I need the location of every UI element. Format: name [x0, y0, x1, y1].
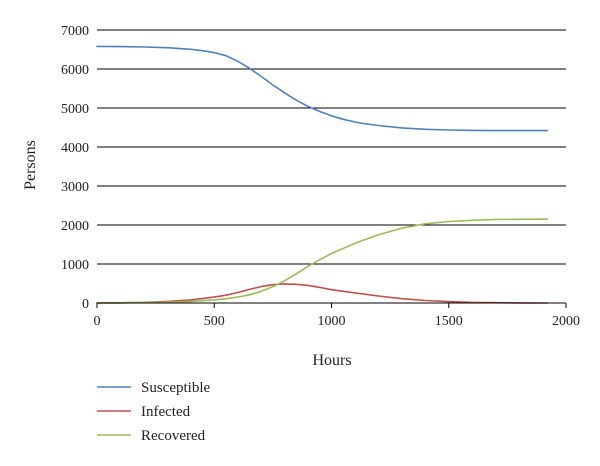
series-line-recovered [96, 218, 549, 304]
y-tick-label: 2000 [61, 219, 89, 234]
legend-item-recovered: Recovered [97, 428, 206, 444]
legend-label: Recovered [141, 428, 206, 444]
series-lines [96, 45, 549, 304]
y-tick-label: 7000 [61, 24, 89, 39]
legend-label: Susceptible [141, 380, 210, 396]
x-tick-label: 1500 [435, 314, 463, 329]
gridlines [97, 29, 566, 265]
x-tick-label: 0 [94, 314, 101, 329]
y-tick-label: 3000 [61, 180, 89, 195]
legend-label: Infected [141, 404, 191, 420]
axes [96, 302, 567, 308]
tick-labels: 0 1000 2000 3000 4000 5000 6000 7000 0 500 1000 150… [61, 24, 580, 329]
y-tick-label: 6000 [61, 63, 89, 78]
y-axis-title: Persons [22, 140, 39, 190]
x-tick-label: 2000 [552, 314, 580, 329]
legend-item-infected: Infected [97, 404, 191, 420]
x-tick-label: 500 [204, 314, 225, 329]
legend: Susceptible Infected Recovered [97, 380, 210, 444]
x-axis-title: Hours [312, 352, 351, 369]
y-tick-label: 5000 [61, 102, 89, 117]
series-line-susceptible [96, 45, 549, 132]
series-line-infected [96, 283, 549, 304]
legend-item-susceptible: Susceptible [97, 380, 210, 396]
y-tick-label: 1000 [61, 258, 89, 273]
y-tick-label: 4000 [61, 141, 89, 156]
y-tick-label: 0 [82, 297, 89, 312]
x-tick-label: 1000 [318, 314, 346, 329]
